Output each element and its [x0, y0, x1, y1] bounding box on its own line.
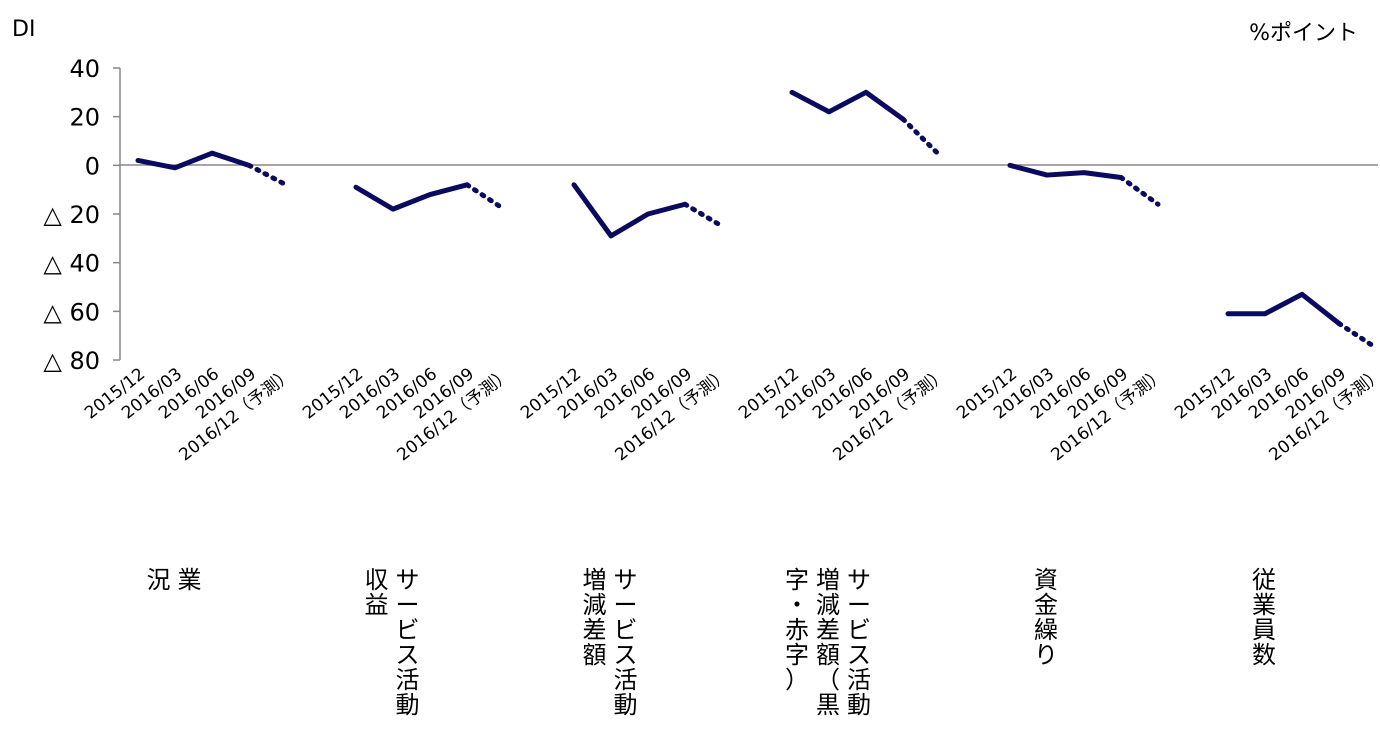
- group-label: 況: [147, 566, 171, 594]
- group-label: 資金繰り: [1034, 566, 1058, 669]
- series-lines: [135, 89, 1379, 351]
- group-label: 増減差額: [583, 566, 607, 669]
- group-label: 従業員数: [1252, 566, 1276, 669]
- group-label: 収益: [365, 566, 389, 619]
- group-label: 字・赤字）: [785, 566, 809, 694]
- forecast-line: [900, 116, 943, 159]
- group-labels: 業況 サービス活動収益サービス活動増減差額サービス活動増減差額（黒字・赤字）資金繰…: [147, 566, 1277, 719]
- series-line: [571, 182, 688, 239]
- forecast-line: [246, 162, 289, 188]
- series-line: [135, 150, 252, 171]
- unit-label: %ポイント: [1249, 21, 1358, 46]
- group-label: サービス活動: [396, 566, 420, 719]
- y-axis-label: DI: [12, 17, 35, 42]
- forecast-line: [682, 201, 725, 229]
- y-tick-label: 0: [85, 152, 100, 180]
- y-tick-label: △ 80: [43, 347, 100, 375]
- y-tick-label: 40: [69, 55, 100, 83]
- group-label: サービス活動: [847, 566, 871, 719]
- series-line: [353, 182, 470, 212]
- y-tick-label: △ 40: [43, 250, 100, 278]
- forecast-line: [1336, 321, 1379, 351]
- y-tick-label: △ 60: [43, 298, 100, 326]
- forecast-line: [1118, 175, 1161, 207]
- y-tick-label: 20: [69, 104, 100, 132]
- group-label: サービス活動: [614, 566, 638, 719]
- group-label: 増減差額（黒: [816, 566, 840, 719]
- y-ticks: 40 20 0 △ 20 △ 40 △ 60 △ 80: [43, 55, 120, 375]
- y-tick-label: △ 20: [43, 201, 100, 229]
- group-label: 業: [178, 566, 202, 594]
- series-line: [789, 89, 906, 122]
- series-line: [1225, 291, 1342, 326]
- forecast-line: [464, 182, 507, 212]
- series-line: [1007, 162, 1124, 180]
